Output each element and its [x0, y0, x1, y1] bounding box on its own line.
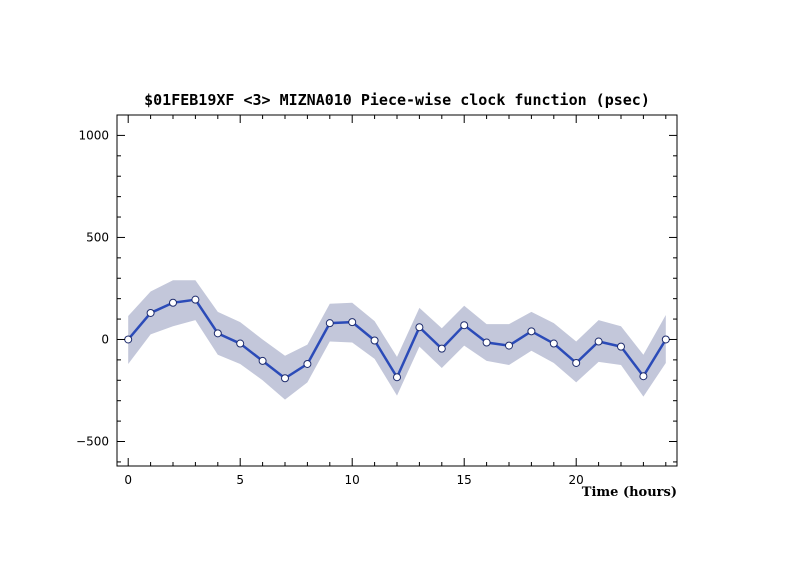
data-point: [124, 335, 133, 344]
data-point: [415, 323, 424, 332]
x-tick-label: 10: [345, 473, 360, 487]
uncertainty-band-layer: [128, 280, 666, 400]
data-point: [213, 329, 222, 338]
data-point: [348, 318, 357, 327]
y-tick-label: 1000: [78, 128, 109, 142]
data-point: [169, 298, 177, 307]
data-point: [191, 295, 200, 304]
chart-title: $01FEB19XF <3> MIZNA010 Piece-wise clock…: [144, 91, 650, 109]
data-point-layer: [124, 295, 670, 383]
y-tick-label: 500: [86, 230, 109, 244]
data-point: [460, 321, 469, 330]
y-tick-label: −500: [76, 435, 109, 449]
x-axis-label: Time (hours): [582, 485, 677, 500]
data-point: [617, 342, 625, 351]
data-point: [370, 336, 379, 345]
x-tick-labels: 0 5 10 15 20: [124, 473, 583, 487]
data-point: [393, 373, 401, 382]
data-point: [325, 319, 334, 328]
axis-ticks: [117, 114, 677, 466]
data-point: [482, 338, 491, 347]
data-point: [594, 337, 603, 346]
y-tick-label: 0: [101, 332, 109, 346]
x-tick-label: 0: [124, 473, 132, 487]
data-point: [437, 344, 446, 353]
data-point: [527, 327, 536, 336]
data-point: [549, 339, 558, 348]
data-point: [281, 374, 289, 383]
y-tick-labels: −500 0 500 1000: [76, 128, 109, 448]
data-point: [236, 339, 245, 348]
data-point: [661, 335, 670, 344]
data-point: [639, 372, 648, 381]
uncertainty-band: [128, 280, 666, 400]
x-tick-label: 15: [457, 473, 472, 487]
data-point: [258, 356, 267, 365]
data-point: [303, 359, 312, 368]
data-point: [146, 308, 155, 317]
x-tick-label: 5: [236, 473, 244, 487]
data-point: [505, 341, 513, 350]
data-point: [572, 358, 581, 367]
x-tick-label: 20: [569, 473, 584, 487]
